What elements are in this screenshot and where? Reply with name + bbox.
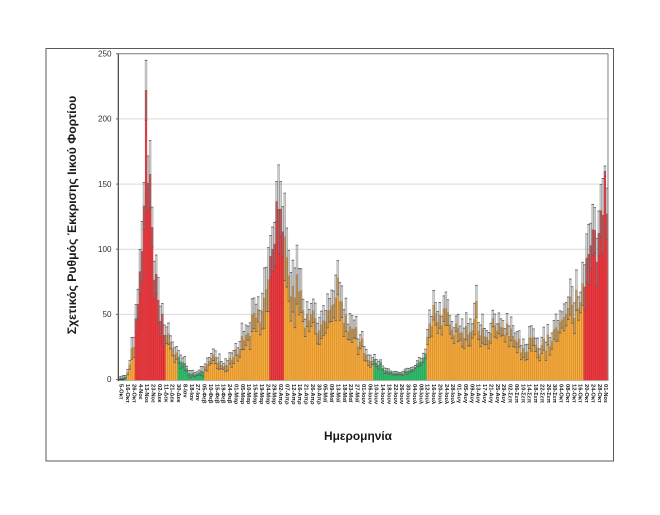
svg-text:16-Οκτ: 16-Οκτ	[577, 384, 583, 403]
svg-text:08-Ιουλ: 08-Ιουλ	[417, 384, 423, 405]
svg-text:08-Οκτ: 08-Οκτ	[564, 384, 570, 403]
svg-text:17-Αυγ: 17-Αυγ	[481, 384, 487, 404]
svg-text:23-Νοε: 23-Νοε	[150, 384, 156, 403]
svg-text:05-Μαρ: 05-Μαρ	[239, 384, 245, 405]
svg-text:10-Ιουν: 10-Ιουν	[373, 384, 379, 404]
svg-text:12-Οκτ: 12-Οκτ	[570, 384, 576, 403]
svg-text:13-Νοε: 13-Νοε	[143, 384, 149, 403]
svg-text:24-Φεβ: 24-Φεβ	[226, 384, 232, 404]
svg-text:18-Ιαν: 18-Ιαν	[188, 384, 194, 401]
svg-text:06-Ιουν: 06-Ιουν	[366, 384, 372, 404]
svg-text:18-Σεπ: 18-Σεπ	[532, 384, 538, 404]
svg-text:26-Απρ: 26-Απρ	[309, 384, 315, 405]
svg-text:04-Οκτ: 04-Οκτ	[558, 384, 564, 403]
svg-text:16-Απρ: 16-Απρ	[296, 384, 302, 405]
svg-text:01-Αυγ: 01-Αυγ	[456, 384, 462, 404]
svg-text:11-Δεκ: 11-Δεκ	[162, 384, 168, 403]
svg-text:26-Οκτ: 26-Οκτ	[130, 384, 136, 403]
svg-text:19-Μαρ: 19-Μαρ	[258, 384, 264, 405]
svg-text:30-Απρ: 30-Απρ	[315, 384, 321, 405]
svg-text:27-Μαϊ: 27-Μαϊ	[354, 384, 360, 403]
svg-text:Ημερομηνία: Ημερομηνία	[324, 429, 393, 443]
svg-text:02-Δεκ: 02-Δεκ	[156, 384, 162, 403]
svg-text:30-Σεπ: 30-Σεπ	[551, 384, 557, 404]
svg-text:10-Σεπ: 10-Σεπ	[519, 384, 525, 404]
svg-text:16-Οκτ: 16-Οκτ	[124, 384, 130, 403]
svg-text:20-Ιουλ: 20-Ιουλ	[436, 384, 442, 405]
svg-text:01-Ιουν: 01-Ιουν	[360, 384, 366, 404]
svg-text:21-Απρ: 21-Απρ	[303, 384, 309, 405]
svg-text:14-Σεπ: 14-Σεπ	[526, 384, 532, 404]
svg-text:24-Μαρ: 24-Μαρ	[264, 384, 270, 405]
svg-text:12-Απρ: 12-Απρ	[290, 384, 296, 405]
svg-text:18-Μαϊ: 18-Μαϊ	[341, 384, 347, 403]
svg-text:19-Φεβ: 19-Φεβ	[220, 384, 226, 404]
svg-text:16-Ιουλ: 16-Ιουλ	[430, 384, 436, 405]
svg-text:21-Δεκ: 21-Δεκ	[169, 384, 175, 403]
svg-text:150: 150	[98, 180, 112, 189]
svg-text:20-Οκτ: 20-Οκτ	[583, 384, 589, 403]
svg-text:28-Οκτ: 28-Οκτ	[596, 384, 602, 403]
svg-text:18-Ιουν: 18-Ιουν	[385, 384, 391, 404]
svg-text:02-Σεπ: 02-Σεπ	[507, 384, 513, 404]
svg-text:24-Οκτ: 24-Οκτ	[589, 384, 595, 403]
svg-text:02-Απρ: 02-Απρ	[277, 384, 283, 405]
svg-text:23-Μαϊ: 23-Μαϊ	[347, 384, 353, 403]
svg-text:50: 50	[102, 310, 112, 319]
svg-text:29-Αυγ: 29-Αυγ	[500, 384, 506, 404]
svg-text:8-Ιαν: 8-Ιαν	[181, 384, 187, 398]
svg-text:29-Μαρ: 29-Μαρ	[271, 384, 277, 405]
svg-text:09-Μαϊ: 09-Μαϊ	[328, 384, 334, 403]
svg-text:13-Μαϊ: 13-Μαϊ	[334, 384, 340, 403]
svg-text:250: 250	[98, 50, 112, 59]
svg-text:30-Δεκ: 30-Δεκ	[175, 384, 181, 403]
svg-text:Σχετικός Ρυθμός Έκκρισης Ιικού: Σχετικός Ρυθμός Έκκρισης Ιικού Φορτίου	[65, 96, 79, 334]
svg-text:05-Φεβ: 05-Φεβ	[201, 384, 207, 404]
svg-text:04-Ιουλ: 04-Ιουλ	[411, 384, 417, 405]
svg-text:24-Ιουλ: 24-Ιουλ	[443, 384, 449, 405]
svg-text:15-Φεβ: 15-Φεβ	[213, 384, 219, 404]
svg-text:30-Ιουν: 30-Ιουν	[405, 384, 411, 404]
svg-text:100: 100	[98, 245, 112, 254]
svg-text:06-Σεπ: 06-Σεπ	[513, 384, 519, 404]
svg-text:21-Αυγ: 21-Αυγ	[487, 384, 493, 404]
svg-text:4-Νοε: 4-Νοε	[137, 384, 143, 400]
svg-text:14-Ιουν: 14-Ιουν	[379, 384, 385, 404]
svg-text:28-Ιουλ: 28-Ιουλ	[449, 384, 455, 405]
svg-text:10-Μαρ: 10-Μαρ	[245, 384, 251, 405]
svg-text:15-Μαρ: 15-Μαρ	[252, 384, 258, 405]
svg-text:26-Ιουν: 26-Ιουν	[398, 384, 404, 404]
svg-text:01-Νοε: 01-Νοε	[602, 384, 608, 403]
svg-text:5-Οκτ: 5-Οκτ	[118, 384, 124, 400]
svg-text:200: 200	[98, 115, 112, 124]
svg-text:13-Αυγ: 13-Αυγ	[475, 384, 481, 404]
svg-text:05-Αυγ: 05-Αυγ	[462, 384, 468, 404]
svg-text:25-Αυγ: 25-Αυγ	[494, 384, 500, 404]
svg-text:26-Σεπ: 26-Σεπ	[545, 384, 551, 404]
svg-text:12-Ιουλ: 12-Ιουλ	[424, 384, 430, 405]
svg-text:0: 0	[107, 375, 112, 384]
svg-text:05-Μαϊ: 05-Μαϊ	[322, 384, 328, 403]
svg-text:07-Απρ: 07-Απρ	[283, 384, 289, 405]
svg-text:22-Σεπ: 22-Σεπ	[538, 384, 544, 404]
svg-text:22-Ιουν: 22-Ιουν	[392, 384, 398, 404]
svg-text:10-Φεβ: 10-Φεβ	[207, 384, 213, 404]
svg-text:01-Μαρ: 01-Μαρ	[232, 384, 238, 405]
svg-text:27-Ιαν: 27-Ιαν	[194, 384, 200, 401]
svg-text:09-Αυγ: 09-Αυγ	[468, 384, 474, 404]
